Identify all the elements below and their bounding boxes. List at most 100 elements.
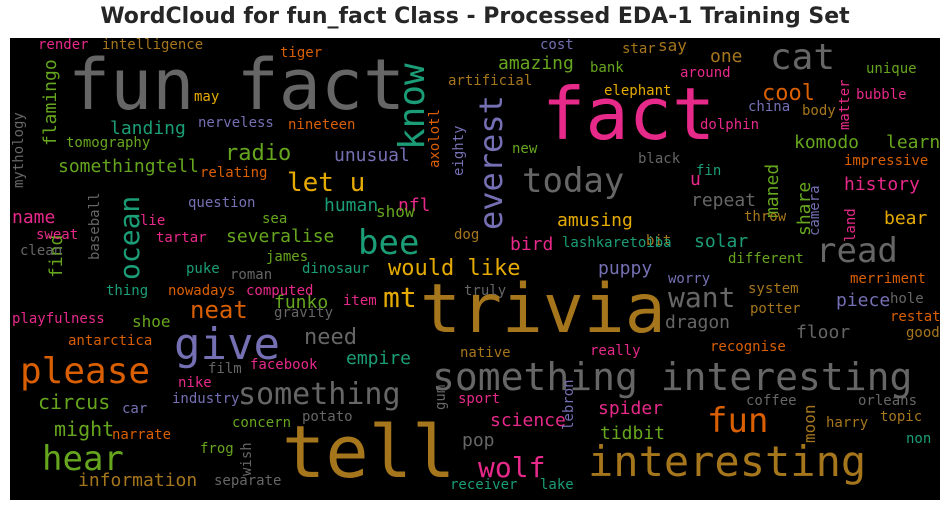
word-matter: matter bbox=[837, 79, 853, 130]
word-fact: fact bbox=[542, 72, 716, 156]
word-cost: cost bbox=[540, 38, 574, 53]
chart-title: WordCloud for fun_fact Class - Processed… bbox=[100, 4, 850, 29]
word-may: may bbox=[194, 89, 220, 105]
word-bird: bird bbox=[510, 234, 554, 255]
word-facebook: facebook bbox=[250, 357, 318, 373]
word-science: science bbox=[490, 410, 566, 431]
word-coffee: coffee bbox=[746, 393, 797, 409]
word-learn: learn bbox=[886, 132, 940, 153]
word-non: non bbox=[906, 431, 932, 447]
word-nerveless: nerveless bbox=[198, 115, 274, 131]
word-item: item bbox=[343, 293, 377, 309]
word-lie: lie bbox=[140, 213, 166, 229]
word-something: something bbox=[238, 377, 401, 412]
word-throw: throw bbox=[744, 209, 787, 225]
word-fin: fin bbox=[696, 163, 722, 179]
word-please: please bbox=[20, 351, 151, 392]
word-sea: sea bbox=[262, 211, 288, 227]
word-recognise: recognise bbox=[710, 339, 786, 355]
word-restate: restate bbox=[890, 309, 940, 325]
word-unique: unique bbox=[866, 61, 917, 77]
word-question: question bbox=[188, 195, 256, 211]
word-truly: truly bbox=[464, 283, 507, 299]
word-give: give bbox=[174, 319, 280, 370]
word-artificial: artificial bbox=[448, 73, 533, 89]
word-china: china bbox=[748, 99, 791, 115]
word-topic: topic bbox=[880, 409, 923, 425]
word-human: human bbox=[324, 195, 379, 216]
word-dog: dog bbox=[454, 227, 480, 243]
word-black: black bbox=[638, 151, 681, 167]
word-show: show bbox=[376, 202, 415, 221]
word-relating: relating bbox=[200, 165, 268, 181]
word-unusual: unusual bbox=[334, 145, 410, 166]
word-potter: potter bbox=[750, 301, 801, 317]
word-around: around bbox=[680, 65, 731, 81]
word-good: good bbox=[906, 325, 940, 341]
word-fun-fact: fun fact bbox=[68, 44, 406, 126]
word-say: say bbox=[658, 38, 687, 55]
word-bear: bear bbox=[884, 208, 928, 229]
word-mythology: mythology bbox=[11, 112, 27, 188]
word-sport: sport bbox=[458, 391, 501, 407]
word-receiver: receiver bbox=[450, 477, 518, 493]
word-render: render bbox=[38, 38, 89, 53]
word-wish: wish bbox=[239, 442, 255, 476]
word-tidbit: tidbit bbox=[600, 423, 666, 444]
word-gum: gum bbox=[433, 384, 449, 410]
word-separate: separate bbox=[214, 473, 282, 489]
word-bee: bee bbox=[358, 223, 420, 263]
word-industry: industry bbox=[172, 391, 240, 407]
word-hole: hole bbox=[890, 291, 924, 307]
word-potato: potato bbox=[302, 409, 353, 425]
word-might: might bbox=[54, 417, 115, 441]
word-amazing: amazing bbox=[498, 53, 574, 74]
word-merriment: merriment bbox=[850, 271, 926, 287]
word-film: film bbox=[208, 361, 242, 377]
word-amusing: amusing bbox=[557, 210, 633, 231]
word-circus: circus bbox=[38, 390, 111, 414]
word-name: name bbox=[12, 207, 56, 228]
word-impressive: impressive bbox=[844, 153, 929, 169]
word-lebron: lebron bbox=[561, 379, 577, 430]
word-cool: cool bbox=[762, 81, 815, 106]
word-worry: worry bbox=[668, 271, 711, 287]
word-severalise: severalise bbox=[226, 226, 335, 247]
word-car: car bbox=[122, 401, 148, 417]
word-dragon: dragon bbox=[665, 312, 731, 333]
word-bank: bank bbox=[590, 60, 624, 76]
word-moon: moon bbox=[800, 404, 819, 443]
word-fun: fun bbox=[707, 401, 769, 441]
word-star: star bbox=[622, 41, 656, 57]
word-james: james bbox=[266, 249, 309, 265]
word-want: want bbox=[668, 281, 736, 314]
word-something-interesting: something interesting bbox=[432, 355, 913, 399]
word-elephant: elephant bbox=[604, 83, 672, 99]
word-u: u bbox=[690, 169, 701, 190]
word-frog: frog bbox=[200, 441, 234, 457]
word-funko: funko bbox=[274, 292, 329, 313]
word-landing: landing bbox=[110, 118, 186, 139]
word-nowadays: nowadays bbox=[168, 283, 236, 299]
word-native: native bbox=[460, 345, 511, 361]
word-need: need bbox=[304, 325, 357, 350]
word-dolphin: dolphin bbox=[700, 117, 760, 133]
word-let-u: let u bbox=[287, 168, 366, 198]
word-system: system bbox=[748, 281, 799, 297]
word-harry: harry bbox=[826, 415, 869, 431]
word-neat: neat bbox=[190, 296, 248, 324]
word-different: different bbox=[728, 251, 804, 267]
word-cloud: fun fact fact trivia tell interesting so… bbox=[10, 38, 940, 500]
word-mt: mt bbox=[383, 281, 417, 314]
word-trivia: trivia bbox=[420, 270, 666, 349]
word-baseball: baseball bbox=[87, 192, 103, 260]
word-intelligence: intelligence bbox=[102, 38, 204, 53]
word-komodo: komodo bbox=[794, 132, 860, 153]
word-bit: bit bbox=[646, 233, 672, 249]
word-camera: camera bbox=[807, 185, 823, 236]
word-nike: nike bbox=[178, 375, 212, 391]
word-solar: solar bbox=[694, 231, 749, 252]
word-axolotl: axolotl bbox=[427, 108, 443, 168]
word-lashkaretoiba: lashkaretoiba bbox=[562, 235, 672, 251]
word-sweat: sweat bbox=[36, 227, 79, 243]
